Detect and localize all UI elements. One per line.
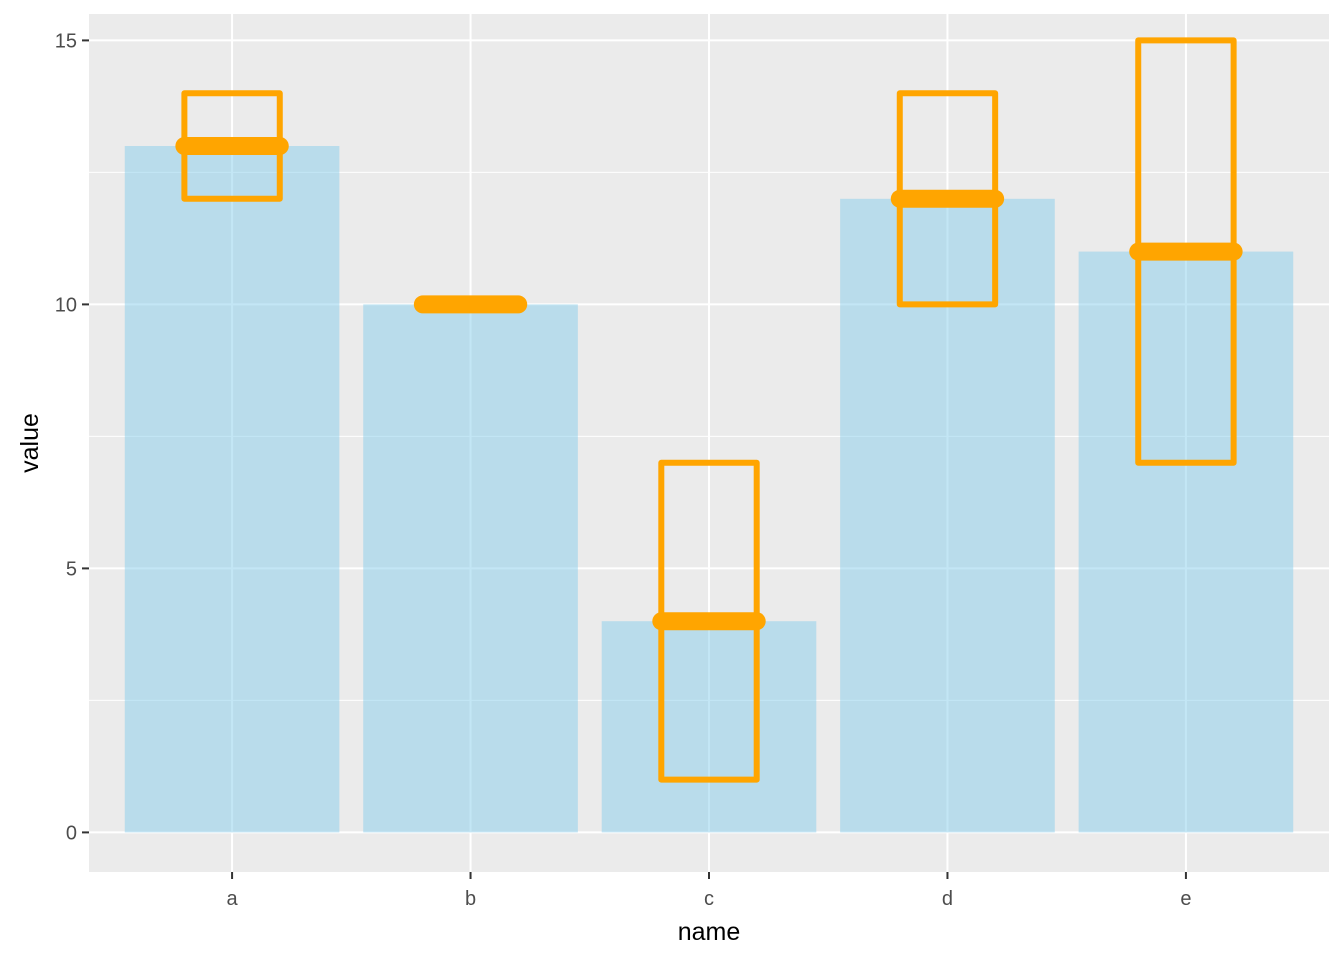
bars <box>124 146 1294 833</box>
y-tick-label: 10 <box>55 294 77 316</box>
crossbar-d <box>890 90 1005 308</box>
bar-c <box>601 621 817 833</box>
x-axis: a b c d e <box>227 872 1191 910</box>
y-axis-title: value <box>16 413 44 473</box>
y-tick-label: 5 <box>66 558 77 580</box>
crossbar-c <box>652 459 766 783</box>
bar-b <box>363 304 578 833</box>
crossbar-a <box>175 90 289 202</box>
x-tick-label: e <box>1180 888 1191 910</box>
bar-a <box>124 146 340 833</box>
x-tick-label: d <box>942 888 953 910</box>
crossbars <box>175 37 1243 783</box>
y-tick-label: 15 <box>55 30 77 52</box>
x-tick-label: a <box>227 888 239 910</box>
bar-e <box>1078 251 1294 833</box>
crossbar-e <box>1129 37 1243 466</box>
x-tick-label: c <box>704 888 714 910</box>
x-tick-label: b <box>465 888 476 910</box>
y-axis: 0 5 10 15 <box>55 30 89 844</box>
bar-d <box>840 198 1055 833</box>
y-tick-label: 0 <box>66 822 77 844</box>
x-axis-title: name <box>678 918 741 946</box>
